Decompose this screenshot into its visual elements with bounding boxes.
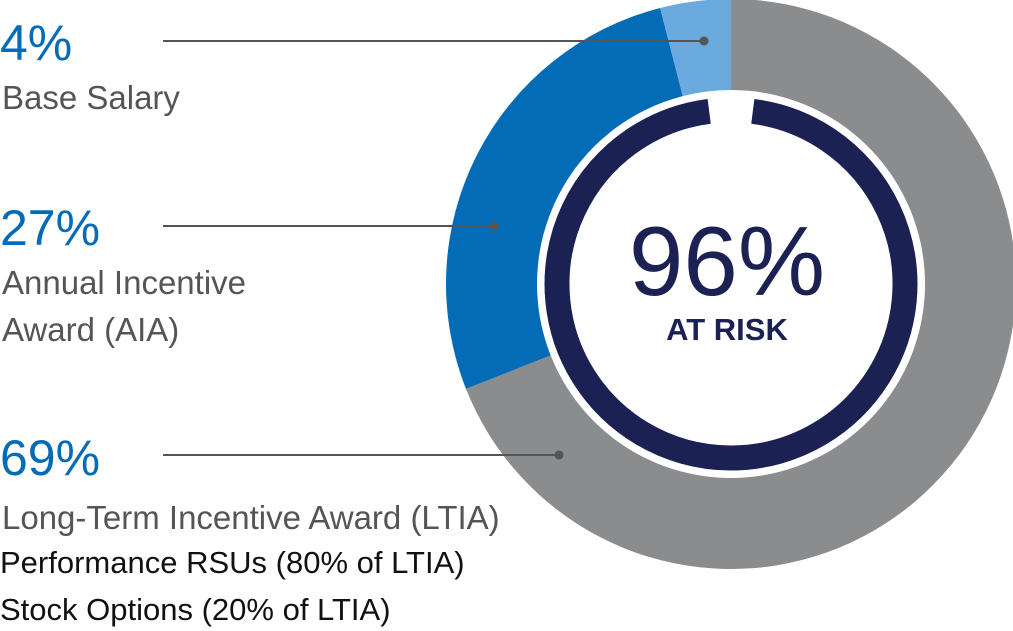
base-salary-label: Base Salary <box>2 79 180 116</box>
aia-label-line2: Award (AIA) <box>2 311 180 348</box>
connector-ltia-dot <box>554 450 564 460</box>
connector-lines <box>163 36 709 460</box>
ltia-percent: 69% <box>0 430 101 486</box>
aia-label-line1: Annual Incentive <box>2 264 247 301</box>
outer-ring <box>446 0 1013 569</box>
ltia-performance-rsus: Performance RSUs (80% of LTIA) <box>0 545 465 580</box>
base-salary-percent: 4% <box>0 15 73 71</box>
aia-percent: 27% <box>0 200 101 256</box>
ltia-label: Long-Term Incentive Award (LTIA) <box>2 499 500 536</box>
connector-base-salary-dot <box>699 36 709 46</box>
slice-base-salary <box>660 0 731 97</box>
slice-ltia <box>466 0 1013 569</box>
connector-aia-dot <box>489 221 499 231</box>
slice-aia <box>446 7 683 389</box>
at-risk-ring <box>544 98 918 471</box>
center-at-risk-percent: 96% <box>628 206 826 316</box>
ltia-stock-options: Stock Options (20% of LTIA) <box>0 592 391 627</box>
center-at-risk-caption: AT RISK <box>666 312 788 347</box>
